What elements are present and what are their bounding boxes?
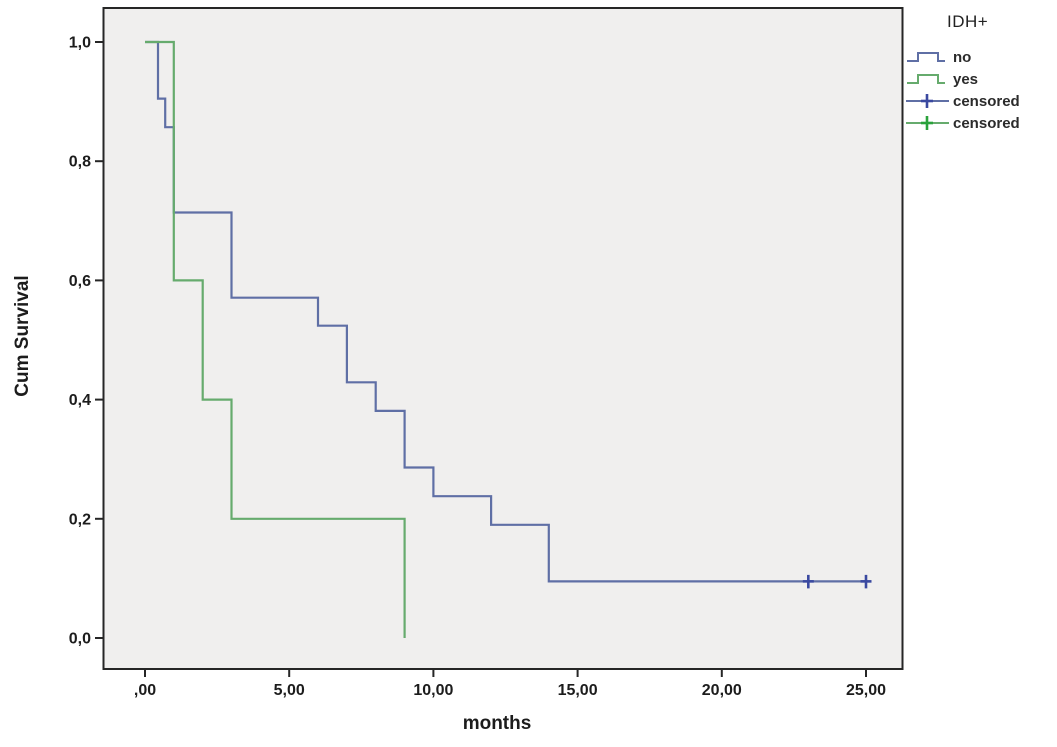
x-tick-label: 5,00 [274, 682, 305, 699]
legend-entry: censored [905, 90, 1057, 112]
legend: IDH+ no yes censored censored [905, 12, 1057, 134]
y-tick-label: 0,4 [69, 392, 91, 409]
legend-sample-step-icon [907, 74, 945, 84]
x-tick-label: ,00 [134, 682, 156, 699]
survival-curve-yes [145, 40, 406, 638]
x-tick-label: 25,00 [846, 682, 886, 699]
y-tick-label: 0,0 [69, 631, 91, 648]
legend-title: IDH+ [947, 12, 989, 31]
y-tick-label: 1,0 [69, 35, 91, 52]
legend-entry-label: censored [953, 92, 1020, 110]
x-tick-label: 15,00 [558, 682, 598, 699]
y-tick-label: 0,6 [69, 273, 91, 290]
axes: ,00 5,00 10,00 15,00 20,00 25,00 0,0 0,2 0,4 0,6 0… [69, 35, 886, 700]
x-axis-title: months [463, 713, 532, 734]
legend-entry: no [905, 46, 1057, 68]
legend-entry: censored [905, 112, 1057, 134]
survival-curve-no [145, 40, 866, 583]
censored-marker-no [802, 574, 814, 589]
legend-sample-step-icon [907, 52, 945, 62]
legend-sample-plus-icon [906, 94, 949, 108]
series-layer [145, 40, 872, 638]
legend-entry-label: censored [953, 114, 1020, 132]
legend-step-line [907, 52, 945, 62]
legend-entry-label: yes [953, 70, 979, 88]
y-tick-label: 0,2 [69, 511, 91, 528]
legend-step-line [907, 74, 945, 84]
legend-entries: no yes censored censored [905, 46, 1057, 134]
x-tick-label: 10,00 [413, 682, 453, 699]
x-tick-label: 20,00 [702, 682, 742, 699]
legend-sample-plus-icon [906, 116, 949, 130]
legend-entry-label: no [953, 48, 972, 66]
y-axis-title: Cum Survival [12, 275, 33, 396]
y-tick-label: 0,8 [69, 154, 91, 171]
plot-area [102, 7, 904, 670]
censored-marker-no [860, 574, 872, 589]
legend-entry: yes [905, 68, 1057, 90]
